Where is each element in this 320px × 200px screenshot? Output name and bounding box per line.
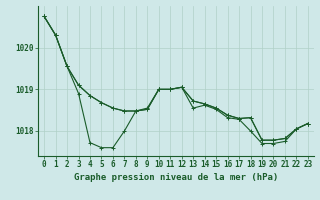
X-axis label: Graphe pression niveau de la mer (hPa): Graphe pression niveau de la mer (hPa)	[74, 173, 278, 182]
